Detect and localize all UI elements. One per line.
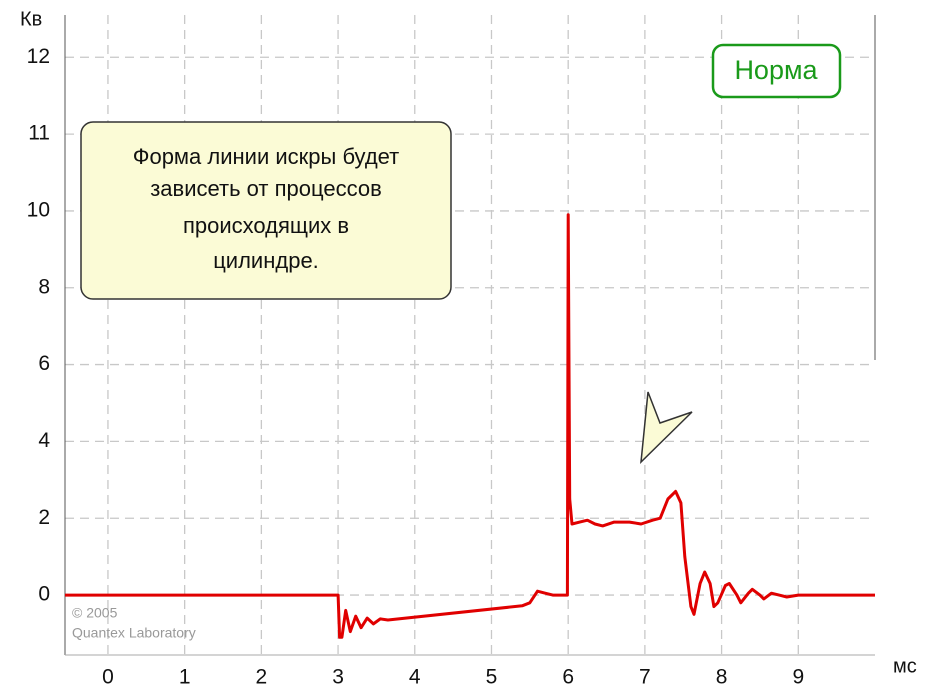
x-tick-label: 6: [562, 666, 574, 689]
note-line: зависеть от процессов: [150, 176, 382, 201]
credit: © 2005: [72, 605, 118, 621]
x-tick-label: 1: [179, 666, 191, 689]
y-axis-label: Кв: [20, 8, 42, 30]
x-tick-label: 4: [409, 666, 421, 689]
note-line: происходящих в: [183, 213, 349, 238]
x-tick-label: 2: [256, 666, 268, 689]
badge-box: [711, 43, 842, 99]
waveform: [65, 213, 875, 639]
x-axis-label: мс: [893, 655, 917, 677]
x-tick-label: 9: [792, 666, 804, 689]
note-line: Форма линии искры будет: [133, 144, 400, 169]
y-tick-label: 10: [27, 198, 50, 221]
x-tick-label: 5: [486, 666, 498, 689]
plot: [65, 213, 875, 639]
x-tick-label: 3: [332, 666, 344, 689]
y-tick-label: 2: [38, 506, 50, 529]
x-tick-label: 7: [639, 666, 651, 689]
y-tick-label: 6: [38, 352, 50, 375]
y-tick-label: 11: [28, 122, 50, 145]
badge: Норма: [734, 55, 818, 85]
pointer: [640, 391, 693, 464]
note-line: цилиндре.: [213, 248, 319, 273]
y-tick-label: 8: [38, 275, 50, 298]
grid: [65, 15, 875, 655]
x-tick-label: 8: [716, 666, 728, 689]
y-tick-label: 0: [38, 583, 50, 606]
credit: Quantex Laboratory: [72, 625, 196, 641]
note-box: [80, 121, 452, 300]
y-tick-label: 12: [27, 45, 50, 68]
x-tick-label: 0: [102, 666, 114, 689]
y-tick-label: 4: [38, 429, 50, 452]
